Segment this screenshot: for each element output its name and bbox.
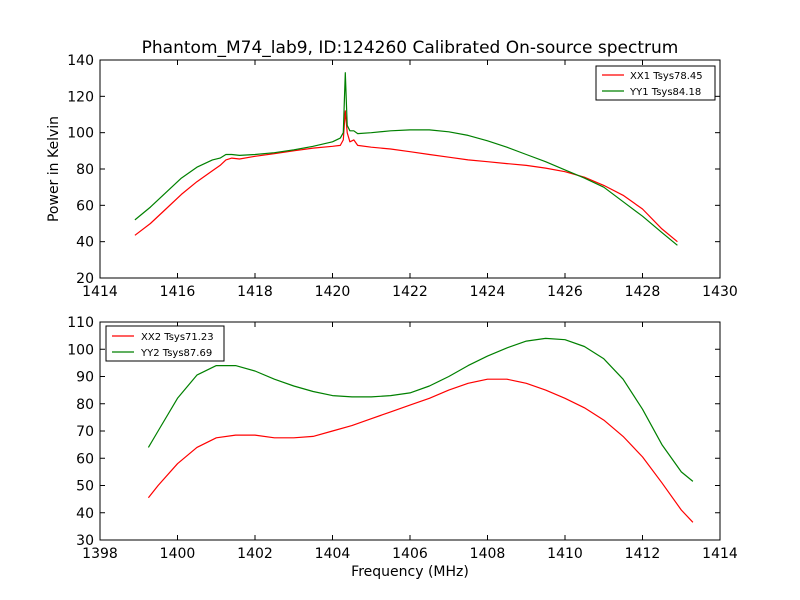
bottom-x-axis-label: Frequency (MHz) [351,564,469,580]
bottom-y-tick-label: 90 [76,370,94,386]
legend-label-xx1: XX1 Tsys78.45 [630,71,703,82]
bottom-series-line-yy [147,337,694,482]
top-legend: XX1 Tsys78.45 YY1 Tsys84.18 [595,65,716,101]
bottom-tick-group: 1398 1400 1402 1404 1406 1408 1410 1412 1414 30 40… [67,315,738,562]
legend-label-yy2: YY2 Tsys87.69 [140,348,212,359]
bottom-y-tick-label: 100 [67,342,94,358]
bottom-x-tick-label: 1406 [392,546,428,562]
top-x-tick-label: 1414 [82,284,118,300]
bottom-legend-box [105,325,225,362]
top-series-group [134,72,678,246]
top-x-tick-label: 1430 [702,284,738,300]
top-y-tick-label: 100 [67,126,94,142]
bottom-panel: 1398 1400 1402 1404 1406 1408 1410 1412 1414 30 40… [67,315,738,580]
bottom-y-tick-label: 30 [76,533,94,549]
bottom-x-tick-label: 1400 [160,546,196,562]
top-y-tick-label: 40 [76,235,94,251]
top-x-tick-label: 1418 [237,284,273,300]
top-y-tick-label: 140 [67,53,94,69]
top-x-tick-label: 1424 [470,284,506,300]
bottom-series-group [147,337,694,523]
bottom-series-line-xx [147,378,694,523]
top-x-tick-label: 1428 [625,284,661,300]
top-y-axis-label: Power in Kelvin [46,116,62,222]
legend-label-yy1: YY1 Tsys84.18 [629,87,701,98]
bottom-y-tick-label: 60 [76,451,94,467]
bottom-y-tick-label: 50 [76,479,94,495]
top-x-tick-label: 1416 [160,284,196,300]
top-series-line-yy [134,72,678,246]
legend-label-xx2: XX2 Tsys71.23 [141,332,214,343]
bottom-y-tick-label: 110 [67,315,94,331]
top-panel: 1414 1416 1418 1420 1422 1424 1426 1428 1430 20 40… [46,53,738,300]
top-x-tick-label: 1422 [392,284,428,300]
bottom-x-tick-label: 1410 [547,546,583,562]
top-series-line-xx [134,110,678,243]
bottom-x-tick-label: 1402 [237,546,273,562]
bottom-x-tick-label: 1408 [470,546,506,562]
bottom-y-tick-label: 80 [76,397,94,413]
top-y-tick-label: 80 [76,162,94,178]
top-x-tick-label: 1420 [315,284,351,300]
top-legend-box [595,65,716,101]
bottom-x-tick-label: 1404 [315,546,351,562]
bottom-y-tick-label: 70 [76,424,94,440]
top-tick-group: 1414 1416 1418 1420 1422 1424 1426 1428 1430 20 40… [67,53,738,300]
bottom-x-tick-label: 1414 [702,546,738,562]
bottom-x-tick-label: 1412 [625,546,661,562]
top-y-tick-label: 120 [67,89,94,105]
top-y-tick-label: 60 [76,198,94,214]
bottom-y-tick-label: 40 [76,506,94,522]
bottom-legend: XX2 Tsys71.23 YY2 Tsys87.69 [105,325,225,362]
top-x-tick-label: 1426 [547,284,583,300]
top-y-tick-label: 20 [76,271,94,287]
bottom-x-tick-label: 1398 [82,546,118,562]
chart-title: Phantom_M74_lab9, ID:124260 Calibrated O… [142,38,679,58]
